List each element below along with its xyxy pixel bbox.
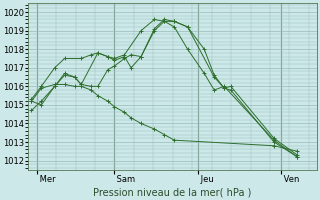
X-axis label: Pression niveau de la mer( hPa ): Pression niveau de la mer( hPa ) [93,187,252,197]
